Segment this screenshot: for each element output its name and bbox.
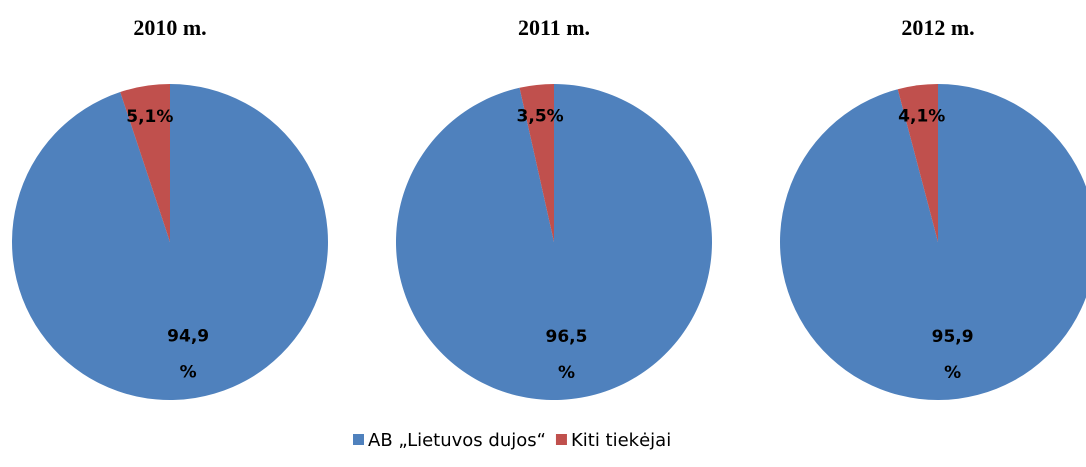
data-label: 4,1%	[898, 107, 945, 127]
chart-title: 2011 m.	[518, 15, 590, 40]
pie-slice	[780, 84, 1086, 400]
data-label: 3,5%	[517, 106, 564, 126]
legend-label: Kiti tiekėjai	[571, 430, 671, 451]
chart-title: 2012 m.	[901, 15, 974, 40]
legend-swatch	[555, 434, 567, 445]
data-label: 95,9%	[932, 327, 974, 383]
pie-slice	[897, 84, 938, 242]
data-label: 5,1%	[126, 107, 173, 127]
pie-slice	[519, 84, 554, 242]
pie-slice	[396, 84, 713, 400]
data-label: 96,5%	[546, 327, 588, 383]
data-label: 94,9%	[167, 326, 209, 382]
pie-slice	[120, 84, 170, 242]
legend-label: AB „Lietuvos dujos“	[368, 430, 546, 451]
legend-swatch	[353, 434, 364, 445]
chart-title: 2010 m.	[133, 15, 206, 40]
